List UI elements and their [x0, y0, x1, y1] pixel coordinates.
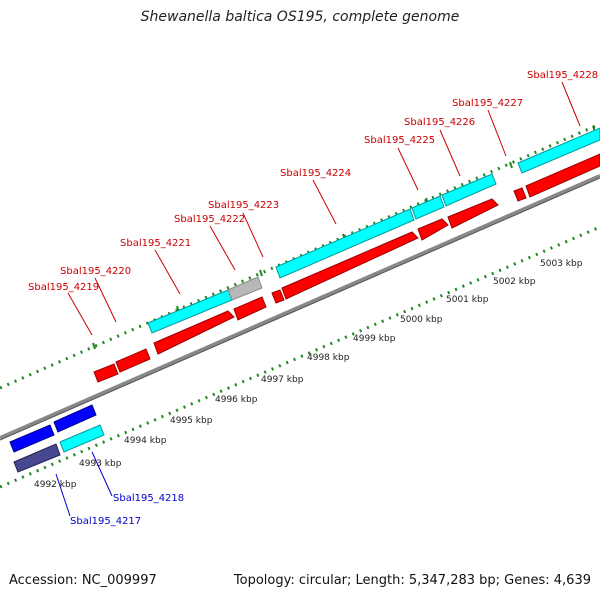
- scale-labels: 4992 kbp 4993 kbp 4994 kbp 4995 kbp 4996…: [34, 259, 583, 490]
- cds-4218: [59, 424, 105, 453]
- scale-4995: 4995 kbp: [170, 416, 213, 426]
- label-sbal195-4228: Sbal195_4228: [527, 70, 598, 81]
- backbone-shadow: [0, 177, 600, 441]
- scale-4993: 4993 kbp: [79, 459, 122, 469]
- label-sbal195-4224: Sbal195_4224: [280, 168, 351, 179]
- scale-5000: 5000 kbp: [400, 315, 443, 325]
- gene-4219: [93, 363, 119, 383]
- scale-4994: 4994 kbp: [124, 436, 167, 446]
- scale-4997: 4997 kbp: [261, 375, 304, 385]
- lower-tick-track: [0, 225, 600, 489]
- genome-backbone: [0, 174, 600, 440]
- gene-4224-arrow: [281, 231, 419, 300]
- cds-4228: [517, 127, 600, 174]
- reverse-label-leaders: [55, 451, 113, 517]
- label-sbal195-4222: Sbal195_4222: [174, 214, 245, 225]
- label-sbal195-4221: Sbal195_4221: [120, 238, 191, 249]
- gene-4217: [9, 424, 55, 453]
- cds-4217: [13, 443, 61, 473]
- cds-4226: [441, 173, 497, 207]
- label-sbal195-4226: Sbal195_4226: [404, 117, 475, 128]
- scale-4996: 4996 kbp: [215, 395, 258, 405]
- scale-5002: 5002 kbp: [493, 277, 536, 287]
- cds-4221: [147, 289, 233, 334]
- label-sbal195-4223: Sbal195_4223: [208, 200, 279, 211]
- scale-5001: 5001 kbp: [446, 295, 489, 305]
- cds-4224: [275, 208, 415, 279]
- gene-4225-arrow: [417, 218, 449, 241]
- gene-4220: [115, 348, 151, 373]
- gene-4221-arrow: [153, 310, 235, 355]
- scale-5003: 5003 kbp: [540, 259, 583, 269]
- label-sbal195-4225: Sbal195_4225: [364, 135, 435, 146]
- scale-4992: 4992 kbp: [34, 480, 77, 490]
- label-sbal195-4220: Sbal195_4220: [60, 266, 131, 277]
- map-title: Shewanella baltica OS195, complete genom…: [140, 9, 460, 25]
- gene-4222-arrow: [233, 296, 267, 321]
- label-sbal195-4219: Sbal195_4219: [28, 282, 99, 293]
- reverse-gene-track: [9, 404, 105, 473]
- cds-4225: [411, 195, 445, 220]
- gene-4223-arrow: [271, 289, 285, 304]
- forward-gene-labels: Sbal195_4219 Sbal195_4220 Sbal195_4221 S…: [28, 70, 598, 293]
- gene-4227-arrow: [513, 187, 527, 202]
- pseudo-gene-4222: [227, 276, 263, 301]
- forward-label-leaders: [67, 81, 581, 336]
- forward-cds-track: [147, 127, 600, 334]
- reverse-gene-labels: Sbal195_4217 Sbal195_4218: [70, 493, 184, 527]
- forward-gene-track: [93, 153, 600, 383]
- scale-4998: 4998 kbp: [307, 353, 350, 363]
- gene-4228-arrow: [525, 153, 600, 198]
- accession-label: Accession: NC_009997: [9, 573, 157, 588]
- scale-4999: 4999 kbp: [353, 334, 396, 344]
- gene-4218: [53, 404, 97, 433]
- label-sbal195-4218: Sbal195_4218: [113, 493, 184, 504]
- label-sbal195-4227: Sbal195_4227: [452, 98, 523, 109]
- gene-4226-arrow: [447, 198, 499, 229]
- genome-summary: Topology: circular; Length: 5,347,283 bp…: [233, 573, 591, 588]
- label-sbal195-4217: Sbal195_4217: [70, 516, 141, 527]
